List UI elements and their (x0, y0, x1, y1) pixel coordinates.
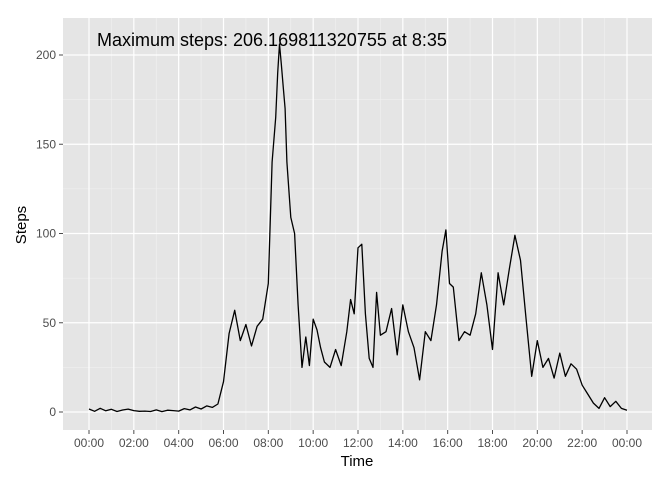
y-axis-title: Steps (13, 206, 30, 244)
max-steps-annotation: Maximum steps: 206.169811320755 at 8:35 (97, 30, 447, 50)
x-tick-label: 04:00 (164, 436, 194, 450)
y-tick-label: 200 (36, 48, 56, 62)
x-tick-label: 06:00 (208, 436, 238, 450)
y-tick-label: 100 (36, 227, 56, 241)
x-axis-ticks: 00:00 02:00 04:00 06:00 08:00 10:00 12:00 14:00… (74, 430, 642, 450)
y-tick-label: 150 (36, 137, 56, 151)
x-tick-label: 22:00 (567, 436, 597, 450)
x-tick-label: 12:00 (343, 436, 373, 450)
major-gridlines (63, 18, 652, 430)
steps-series-line (88, 43, 628, 413)
x-tick-label: 00:00 (74, 436, 104, 450)
x-tick-label: 20:00 (522, 436, 552, 450)
x-axis-title: Time (341, 453, 374, 470)
x-tick-label: 16:00 (433, 436, 463, 450)
minor-gridlines (63, 18, 652, 430)
y-axis-ticks: 0 50 100 150 200 (36, 48, 63, 419)
x-tick-label: 10:00 (298, 436, 328, 450)
x-tick-label: 14:00 (388, 436, 418, 450)
y-tick-label: 50 (43, 316, 57, 330)
x-tick-label: 00:00 (612, 436, 642, 450)
y-tick-label: 0 (49, 405, 56, 419)
x-tick-label: 08:00 (253, 436, 283, 450)
x-tick-label: 02:00 (119, 436, 149, 450)
x-tick-label: 18:00 (477, 436, 507, 450)
